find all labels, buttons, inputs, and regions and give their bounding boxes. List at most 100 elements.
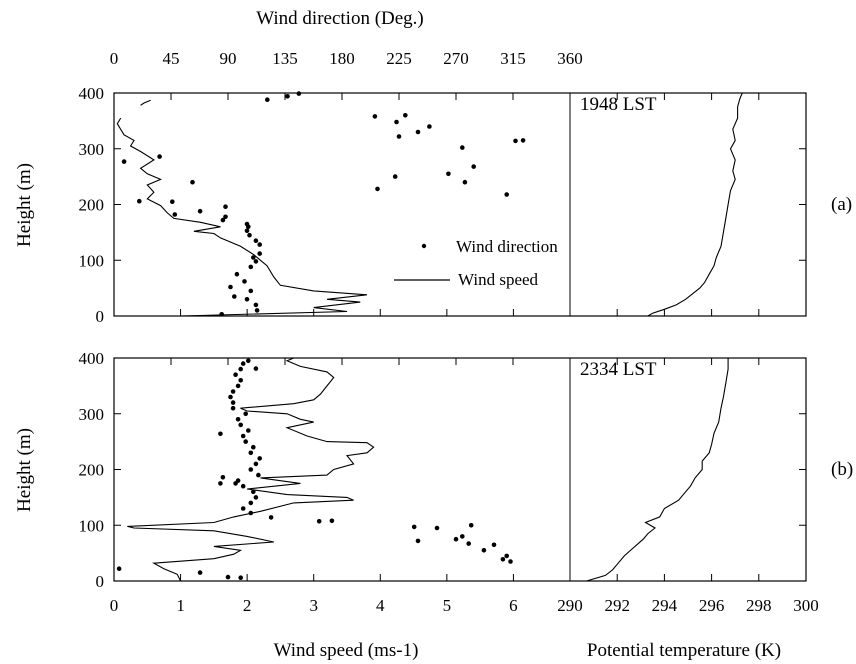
wind-direction-point-a-14 [253,238,259,243]
wind-direction-point-a-25 [137,198,142,204]
wind-direction-point-a-5 [248,288,254,294]
wind-direction-point-b-42 [230,389,236,394]
wind-direction-point-b-31 [248,450,254,456]
wind-direction-point-b-13 [508,559,513,564]
wind-direction-point-a-29 [296,91,302,96]
potential-temperature-axis-title: Potential temperature (K) [587,640,781,661]
wind-direction-point-a-35 [427,124,432,129]
theta-tick-label: 300 [793,596,819,615]
wind-direction-point-a-28 [157,154,162,159]
wind-direction-point-a-12 [257,251,263,256]
y-tick-label: 100 [79,251,105,270]
wind-direction-point-b-9 [466,541,472,546]
theta-tick-label: 290 [557,596,583,615]
wind-direction-point-a-10 [253,259,259,264]
theta-tick-label: 298 [746,596,772,615]
wind-direction-point-a-19 [220,217,226,223]
wind-direction-point-b-0 [116,566,122,571]
wind-direction-point-a-38 [520,138,526,143]
wind-direction-point-b-39 [230,405,236,411]
panel-a: 0 100 200 300 400 1948 LST (a) Height (m) Wi… [14,84,852,326]
bottom-axis-tick-labels: 0 1 2 3 4 5 6 290 292 294 296 298 300 [110,596,819,615]
panel-b-ticks [113,357,807,582]
wind-speed-tick-label: 6 [509,596,518,615]
wind-direction-point-a-0 [219,312,224,317]
y-tick-label: 300 [79,140,105,159]
top-tick-label: 360 [557,49,583,68]
wind-direction-point-b-24 [240,483,246,489]
wind-speed-line-a-0 [116,117,368,317]
wind-direction-point-a-24 [170,199,175,204]
top-axis-tick-labels: 0 45 90 135 180 225 270 315 360 [110,49,583,68]
wind-direction-point-b-33 [243,439,248,444]
wind-speed-tick-label: 4 [376,596,385,615]
wind-speed-tick-label: 5 [443,596,452,615]
wind-direction-point-a-33 [403,113,408,118]
wind-direction-point-a-6 [228,284,233,290]
top-tick-label: 0 [110,49,119,68]
wind-direction-point-b-20 [240,506,246,511]
top-tick-label: 45 [163,49,180,68]
wind-direction-point-b-28 [248,467,254,472]
wind-direction-point-b-32 [251,444,256,450]
wind-direction-point-b-49 [253,366,259,371]
y-tick-label: 100 [79,516,105,535]
wind-direction-point-b-5 [268,515,274,520]
wind-direction-point-b-3 [238,575,243,580]
panel-b-y-axis-title: Height (m) [14,428,35,512]
wind-direction-point-a-31 [265,97,270,102]
wind-speed-tick-label: 2 [243,596,252,615]
legend-wind-direction-label: Wind direction [456,237,558,256]
wind-direction-point-a-30 [285,94,290,99]
wind-direction-point-b-27 [256,472,261,478]
y-tick-label: 400 [79,349,105,368]
wind-direction-point-a-16 [244,228,250,233]
wind-direction-point-b-19 [248,510,254,516]
legend-dot-marker [421,243,427,249]
wind-direction-point-b-8 [434,525,440,531]
wind-direction-point-a-43 [392,174,398,179]
wind-direction-point-a-44 [462,179,468,185]
wind-direction-point-b-43 [235,383,241,389]
wind-direction-point-a-34 [394,119,399,125]
panel-a-y-axis-title: Height (m) [14,163,35,247]
top-tick-label: 90 [220,49,237,68]
wind-direction-point-a-3 [244,297,250,302]
wind-direction-point-a-40 [460,145,465,150]
theta-tick-label: 292 [604,596,630,615]
wind-direction-point-b-2 [225,574,231,580]
wind-direction-point-b-15 [411,524,417,530]
wind-speed-tick-label: 1 [176,596,185,615]
wind-direction-point-b-38 [243,411,248,417]
wind-direction-point-b-47 [240,361,246,366]
wind-direction-point-a-27 [121,159,127,164]
wind-direction-point-b-45 [233,372,238,378]
wind-direction-point-b-16 [415,538,421,544]
legend-wind-speed-label: Wind speed [458,270,539,289]
y-tick-label: 200 [79,461,105,480]
y-tick-label: 300 [79,405,105,424]
panel-b-label: (b) [831,459,853,480]
wind-speed-line-b-0 [127,357,375,582]
y-tick-label: 400 [79,84,105,103]
wind-direction-point-b-40 [230,400,236,405]
wind-speed-tick-label: 0 [110,596,119,615]
wind-direction-point-b-6 [329,518,335,524]
wind-speed-line-a-1 [140,99,151,106]
wind-direction-point-a-45 [375,186,380,192]
wind-direction-point-a-46 [504,192,510,197]
top-axis-title: Wind direction (Deg.) [256,8,424,29]
wind-direction-point-a-23 [172,212,178,217]
wind-direction-point-b-4 [316,519,322,524]
wind-speed-axis-title: Wind speed (ms-1) [274,640,419,661]
wind-direction-point-b-29 [253,461,259,467]
wind-direction-point-a-20 [223,214,228,220]
panel-a-label: (a) [831,194,852,215]
wind-direction-point-b-30 [257,456,263,461]
wind-direction-point-a-37 [396,134,402,139]
wind-direction-point-a-15 [247,232,252,238]
wind-direction-point-b-18 [453,536,459,542]
panel-a-time-label: 1948 LST [580,94,657,115]
wind-direction-point-b-11 [481,548,487,553]
wind-direction-point-a-13 [257,242,263,247]
